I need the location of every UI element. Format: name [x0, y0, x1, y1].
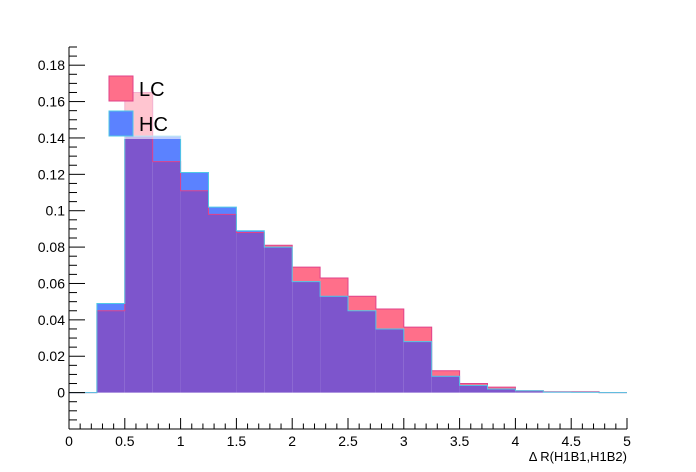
overlap-bar: [124, 136, 153, 393]
hc-bar-excess: [180, 172, 209, 191]
legend: LC HC: [104, 71, 240, 139]
overlap-bar: [96, 310, 125, 393]
hc-bar-excess: [208, 207, 237, 215]
y-tick-label: 0.14: [38, 130, 65, 146]
hc-bar-excess: [152, 136, 181, 162]
lc-bar-excess: [487, 387, 516, 389]
overlap-bar: [208, 214, 237, 393]
overlap-bar: [348, 310, 376, 393]
overlap-bar: [292, 281, 321, 393]
y-tick-label: 0.04: [38, 312, 65, 328]
x-axis: 0 0.5 1 1.5 2 2.5 3 3.5 4 4.5 5: [65, 418, 631, 449]
lc-bar-excess: [292, 267, 321, 282]
lc-legend-swatch: [108, 75, 134, 102]
overlap-bar: [152, 161, 181, 393]
lc-bar-excess: [459, 383, 488, 386]
x-tick-label: 3: [400, 433, 408, 449]
histogram-bars: [69, 91, 627, 394]
lc-legend-label: LC: [139, 79, 165, 101]
x-tick-label: 0.5: [115, 433, 135, 449]
x-axis-title: Δ R(H1B1,H1B2): [529, 449, 627, 464]
x-tick-label: 3.5: [450, 433, 470, 449]
overlap-bar: [375, 328, 404, 393]
x-tick-label: 4.5: [561, 433, 581, 449]
hc-bar-excess: [236, 230, 265, 233]
overlap-bar: [264, 247, 293, 393]
hc-legend-swatch: [108, 110, 134, 137]
x-tick-label: 2: [288, 433, 296, 449]
y-tick-label: 0.1: [46, 203, 66, 219]
y-tick-label: 0.12: [38, 166, 65, 182]
y-tick-label: 0.02: [38, 348, 65, 364]
lc-bar-excess: [431, 370, 460, 377]
overlap-bar: [236, 232, 265, 393]
x-tick-label: 1.5: [227, 433, 247, 449]
lc-bar-excess: [403, 327, 432, 342]
hc-bar-excess: [96, 303, 125, 311]
x-tick-label: 0: [65, 433, 73, 449]
overlap-bar: [431, 376, 460, 393]
y-axis: 0 0.02 0.04 0.06 0.08 0.1 0.12 0.14 0.16 0.18: [38, 46, 85, 430]
y-tick-label: 0.18: [38, 57, 65, 73]
hc-outline: [69, 135, 627, 394]
y-tick-label: 0.08: [38, 239, 65, 255]
lc-bar-excess: [320, 278, 348, 297]
overlap-bar: [515, 390, 544, 393]
x-tick-label: 1: [177, 433, 185, 449]
overlap-bar: [487, 388, 516, 393]
overlap-bar: [320, 296, 348, 393]
hc-legend-label: HC: [139, 114, 168, 136]
x-tick-label: 5: [623, 433, 631, 449]
overlap-bar: [403, 341, 432, 393]
y-tick-label: 0: [57, 385, 65, 401]
lc-bar-excess: [264, 245, 293, 248]
overlap-bar: [459, 385, 488, 393]
y-tick-label: 0.06: [38, 275, 65, 291]
x-tick-label: 4: [512, 433, 520, 449]
y-tick-label: 0.16: [38, 94, 65, 110]
lc-bar-excess: [375, 308, 404, 329]
overlap-bar: [180, 190, 209, 393]
x-tick-label: 2.5: [338, 433, 358, 449]
lc-bar-excess: [348, 296, 376, 311]
